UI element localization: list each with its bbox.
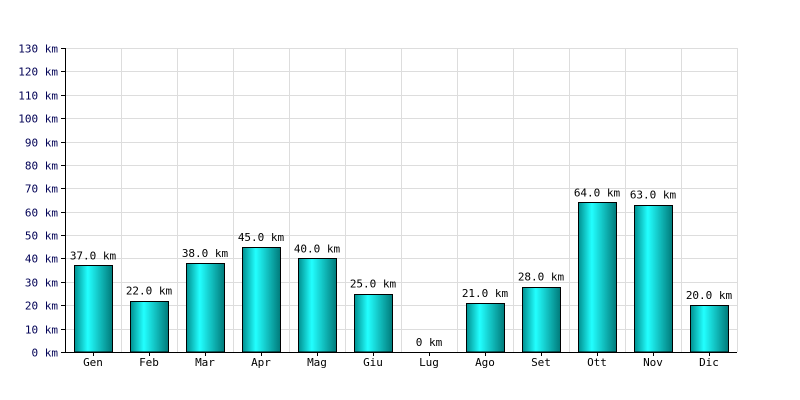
bars-layer — [74, 202, 729, 353]
data-label-set: 28.0 km — [518, 271, 565, 284]
bar-giu — [354, 294, 393, 353]
grid-layer — [65, 48, 738, 353]
y-tick-label: 20 km — [25, 300, 58, 313]
x-tick-label-giu: Giu — [363, 356, 383, 369]
y-tick-label: 60 km — [25, 207, 58, 220]
y-tick-label: 130 km — [18, 43, 58, 56]
axis-layer: 0 km 10 km 20 km 30 km 40 km 50 km 60 km 70 km 8… — [18, 43, 737, 369]
bar-ott — [578, 202, 617, 353]
y-tick-label: 100 km — [18, 113, 58, 126]
bar-mar — [186, 263, 225, 353]
data-label-mag: 40.0 km — [294, 242, 341, 255]
data-label-giu: 25.0 km — [350, 278, 397, 291]
bar-gen — [74, 265, 113, 353]
y-tick-label: 70 km — [25, 183, 58, 196]
bar-dic — [690, 305, 729, 353]
data-label-dic: 20.0 km — [686, 289, 733, 302]
bar-apr — [242, 247, 281, 353]
x-tick-label-ott: Ott — [587, 356, 607, 369]
bar-mag — [298, 258, 337, 353]
x-tick-label-mar: Mar — [195, 356, 215, 369]
x-tick-label-nov: Nov — [643, 356, 663, 369]
bar-set — [522, 287, 561, 353]
x-tick-label-gen: Gen — [83, 356, 103, 369]
data-label-mar: 38.0 km — [182, 247, 229, 260]
y-tick-label: 50 km — [25, 230, 58, 243]
bar-ago — [466, 303, 505, 353]
data-label-lug: 0 km — [416, 336, 443, 349]
data-label-ago: 21.0 km — [462, 287, 509, 300]
data-label-gen: 37.0 km — [70, 249, 117, 262]
y-tick-label: 110 km — [18, 90, 58, 103]
data-label-nov: 63.0 km — [630, 189, 677, 202]
y-tick-label: 10 km — [25, 324, 58, 337]
y-tick-label: 90 km — [25, 137, 58, 150]
x-tick-label-lug: Lug — [419, 356, 439, 369]
y-tick-label: 40 km — [25, 253, 58, 266]
x-tick-label-dic: Dic — [699, 356, 719, 369]
data-label-ott: 64.0 km — [574, 186, 621, 199]
x-tick-label-apr: Apr — [251, 356, 271, 369]
y-tick-label: 0 km — [32, 347, 59, 360]
data-label-apr: 45.0 km — [238, 231, 285, 244]
labels-layer: 37.0 km 22.0 km 38.0 km 45.0 km 40.0 km 25.0 … — [70, 186, 733, 349]
x-tick-label-mag: Mag — [307, 356, 327, 369]
y-tick-label: 80 km — [25, 160, 58, 173]
y-tick-label: 120 km — [18, 66, 58, 79]
x-tick-label-feb: Feb — [139, 356, 159, 369]
data-label-feb: 22.0 km — [126, 285, 173, 298]
bar-feb — [130, 301, 169, 353]
x-tick-label-set: Set — [531, 356, 551, 369]
y-tick-label: 30 km — [25, 277, 58, 290]
bar-nov — [634, 205, 673, 353]
x-tick-label-ago: Ago — [475, 356, 495, 369]
